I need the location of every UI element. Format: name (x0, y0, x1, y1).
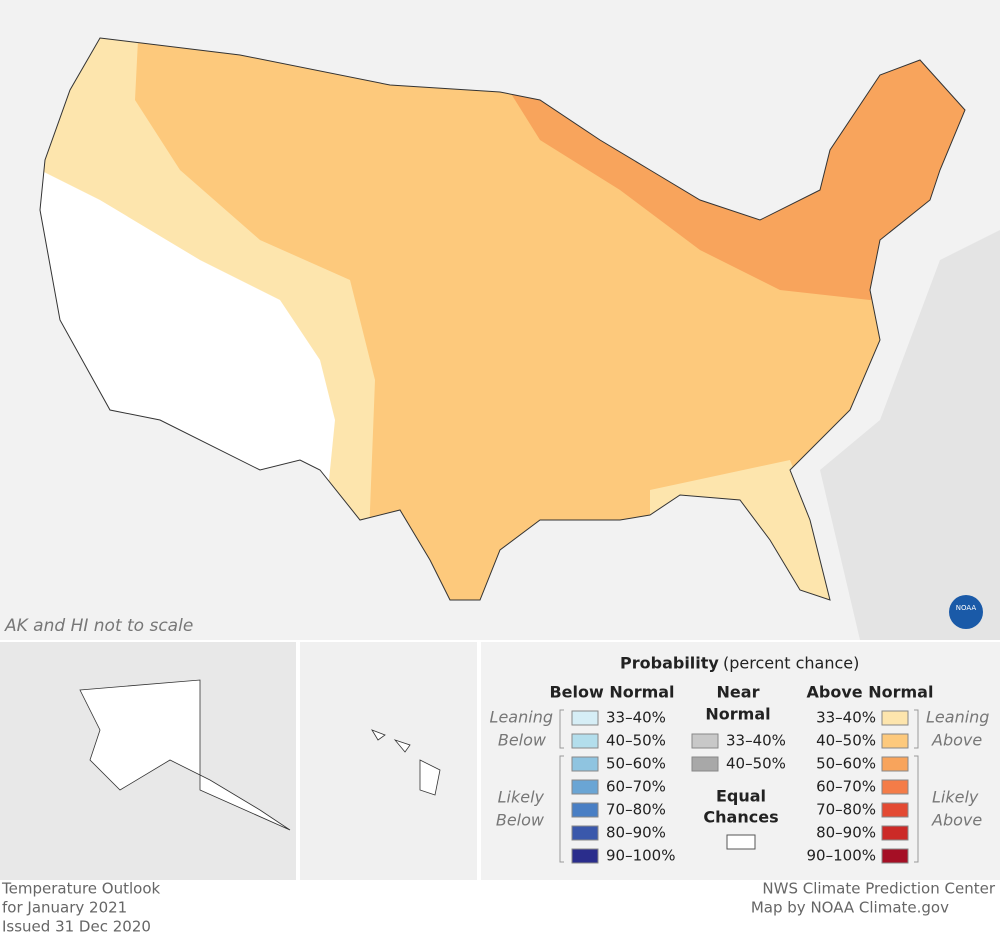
legend-label: 90–100% (606, 847, 675, 865)
legend-label: 80–90% (606, 824, 666, 842)
legend-swatch (571, 756, 599, 772)
legend-swatch (881, 802, 909, 818)
bracket-label: Leaning (490, 708, 553, 727)
legend-swatch (571, 825, 599, 841)
legend-label: 60–70% (606, 778, 666, 796)
bracket (559, 709, 919, 863)
footer-text: NWS Climate Prediction Center (762, 880, 995, 898)
equal-heading: Chances (703, 808, 778, 827)
scale-note: AK and HI not to scale (4, 616, 193, 636)
footer-text: Map by NOAA Climate.gov (751, 899, 949, 917)
bracket-label: Below (498, 731, 547, 750)
alaska (79, 679, 291, 831)
near-heading: Near (717, 683, 760, 702)
above-heading: Above Normal (807, 683, 934, 702)
hawaii-panel (300, 642, 477, 880)
below-heading: Below Normal (549, 683, 674, 702)
legend-label: 60–70% (816, 778, 876, 796)
legend-label: 33–40% (726, 732, 786, 750)
bracket-label: Below (496, 811, 545, 830)
near-heading: Normal (705, 705, 770, 724)
legend-swatch (881, 848, 909, 864)
footer-text: Issued 31 Dec 2020 (2, 918, 151, 936)
legend-swatch (726, 834, 756, 850)
bracket-label: Likely (932, 788, 979, 807)
legend-swatch (571, 848, 599, 864)
logo-text: NOAA (956, 604, 977, 612)
legend-swatch (571, 802, 599, 818)
legend-title: Probability (620, 654, 719, 673)
legend-swatch (881, 710, 909, 726)
legend-subtitle: (percent chance) (723, 654, 859, 673)
legend-label: 40–50% (606, 732, 666, 750)
legend-swatch (571, 733, 599, 749)
bracket-label: Above (931, 731, 982, 750)
legend-swatch (881, 779, 909, 795)
legend-swatch (571, 710, 599, 726)
legend-swatch (571, 779, 599, 795)
bracket-label: Likely (498, 788, 545, 807)
legend-label: 90–100% (807, 847, 876, 865)
hawaii (371, 729, 441, 796)
legend-label: 70–80% (606, 801, 666, 819)
legend-swatch (691, 733, 719, 749)
legend-swatch (881, 733, 909, 749)
legend-swatch (881, 756, 909, 772)
legend-label: 40–50% (726, 755, 786, 773)
legend-label: 50–60% (816, 755, 876, 773)
bracket-label: Leaning (926, 708, 989, 727)
legend-label: 50–60% (606, 755, 666, 773)
equal-heading: Equal (716, 787, 766, 806)
legend-label: 70–80% (816, 801, 876, 819)
noaa-logo (949, 595, 983, 629)
legend-label: 33–40% (816, 709, 876, 727)
bracket-label: Above (931, 811, 982, 830)
legend-label: 33–40% (606, 709, 666, 727)
footer-text: Temperature Outlook (1, 880, 161, 898)
legend-swatch (691, 756, 719, 772)
legend-label: 80–90% (816, 824, 876, 842)
legend-label: 40–50% (816, 732, 876, 750)
legend-swatch (881, 825, 909, 841)
footer-text: for January 2021 (2, 899, 127, 917)
